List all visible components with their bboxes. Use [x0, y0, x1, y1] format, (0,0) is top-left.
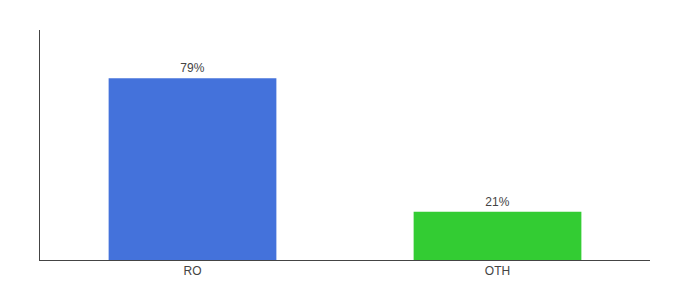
svg-text:79%: 79%	[180, 61, 204, 75]
svg-text:OTH: OTH	[485, 264, 510, 278]
svg-text:21%: 21%	[485, 195, 509, 209]
svg-text:RO: RO	[184, 264, 202, 278]
